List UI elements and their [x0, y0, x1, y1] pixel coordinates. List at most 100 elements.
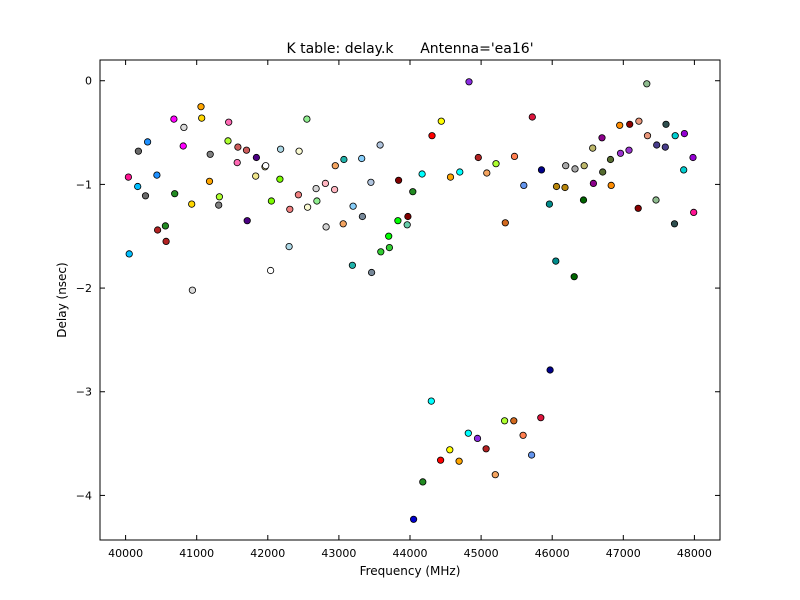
data-point-119 — [653, 141, 661, 149]
data-point-85 — [501, 219, 509, 227]
data-point-47 — [331, 162, 339, 170]
data-point-5 — [144, 138, 152, 146]
data-point-127 — [690, 208, 698, 216]
data-point-121 — [662, 120, 670, 128]
y-tick-label-2: −2 — [76, 282, 92, 295]
chart-title: K table: delay.k Antenna='ea16' — [286, 41, 533, 57]
data-point-74 — [455, 457, 463, 465]
data-point-108 — [606, 155, 615, 164]
x-tick-label-8: 48000 — [677, 547, 712, 560]
x-tick-label-5: 45000 — [464, 547, 499, 560]
data-point-66 — [418, 170, 426, 178]
data-point-103 — [580, 162, 588, 170]
data-point-36 — [285, 243, 293, 251]
data-point-15 — [188, 286, 196, 294]
data-point-3 — [134, 147, 142, 155]
data-point-23 — [225, 118, 233, 126]
data-point-95 — [545, 200, 554, 208]
data-point-61 — [394, 176, 403, 184]
data-point-52 — [358, 154, 366, 163]
data-point-31 — [262, 162, 270, 170]
data-point-73 — [446, 173, 455, 181]
data-point-44 — [321, 179, 329, 187]
data-point-39 — [295, 147, 303, 155]
data-point-69 — [428, 132, 436, 140]
data-point-126 — [689, 153, 697, 162]
data-point-100 — [570, 273, 578, 281]
x-tick-label-3: 43000 — [321, 547, 356, 560]
data-point-9 — [162, 237, 170, 245]
data-point-76 — [464, 429, 472, 437]
data-point-41 — [303, 203, 312, 211]
data-point-56 — [376, 141, 384, 149]
data-point-81 — [483, 169, 491, 177]
data-point-43 — [313, 197, 321, 205]
y-tick-label-4: −4 — [76, 489, 92, 502]
data-point-110 — [616, 121, 624, 129]
data-point-113 — [626, 120, 634, 128]
data-point-106 — [598, 134, 606, 142]
data-point-124 — [680, 166, 688, 174]
plot-points-layer — [124, 78, 698, 523]
data-point-25 — [234, 143, 242, 151]
data-point-18 — [205, 177, 214, 185]
data-point-93 — [537, 166, 546, 174]
data-point-1 — [125, 250, 133, 258]
data-point-68 — [427, 397, 435, 405]
data-point-114 — [634, 204, 642, 212]
x-tick-label-4: 44000 — [393, 547, 428, 560]
data-point-22 — [224, 137, 232, 145]
data-point-50 — [348, 261, 356, 269]
data-point-48 — [339, 220, 347, 228]
data-point-98 — [561, 183, 569, 192]
data-point-67 — [419, 478, 427, 486]
data-point-17 — [198, 114, 206, 122]
data-point-78 — [473, 434, 482, 442]
data-point-117 — [643, 80, 651, 88]
data-point-97 — [552, 182, 561, 191]
data-point-35 — [276, 145, 285, 153]
data-point-6 — [153, 171, 161, 179]
data-point-11 — [171, 190, 179, 198]
data-point-46 — [330, 186, 339, 194]
data-point-88 — [519, 431, 527, 439]
data-point-102 — [579, 196, 588, 204]
y-tick-label-1: −1 — [76, 178, 92, 191]
data-point-122 — [670, 220, 679, 228]
data-point-38 — [294, 191, 302, 199]
data-point-42 — [312, 185, 320, 193]
data-point-105 — [589, 179, 598, 187]
data-point-123 — [671, 132, 679, 140]
data-point-64 — [409, 188, 417, 196]
x-tick-label-0: 40000 — [108, 547, 143, 560]
data-point-107 — [599, 168, 607, 176]
data-point-37 — [286, 205, 294, 213]
data-point-109 — [607, 181, 615, 189]
data-point-33 — [267, 197, 275, 205]
data-point-101 — [571, 165, 579, 173]
data-point-80 — [482, 445, 490, 453]
data-point-2 — [134, 182, 142, 191]
data-point-4 — [141, 192, 150, 200]
data-point-115 — [635, 117, 643, 125]
data-point-19 — [206, 150, 214, 158]
data-point-89 — [520, 181, 528, 189]
y-tick-label-0: 0 — [85, 75, 92, 88]
data-point-84 — [500, 417, 509, 425]
data-point-65 — [409, 515, 418, 523]
data-point-83 — [492, 160, 500, 168]
data-point-72 — [446, 446, 454, 454]
data-point-86 — [510, 417, 518, 425]
x-tick-label-7: 47000 — [606, 547, 641, 560]
data-point-104 — [589, 144, 597, 152]
ticks-layer: 40000 41000 42000 43000 44000 45000 46000 47000… — [76, 60, 720, 560]
data-point-59 — [385, 244, 393, 252]
data-point-120 — [661, 143, 669, 151]
data-point-82 — [491, 471, 499, 479]
data-point-111 — [616, 149, 625, 157]
data-point-75 — [456, 168, 464, 176]
data-point-0 — [124, 173, 132, 181]
data-point-29 — [252, 153, 260, 162]
data-point-60 — [394, 217, 402, 225]
data-point-24 — [233, 159, 241, 167]
